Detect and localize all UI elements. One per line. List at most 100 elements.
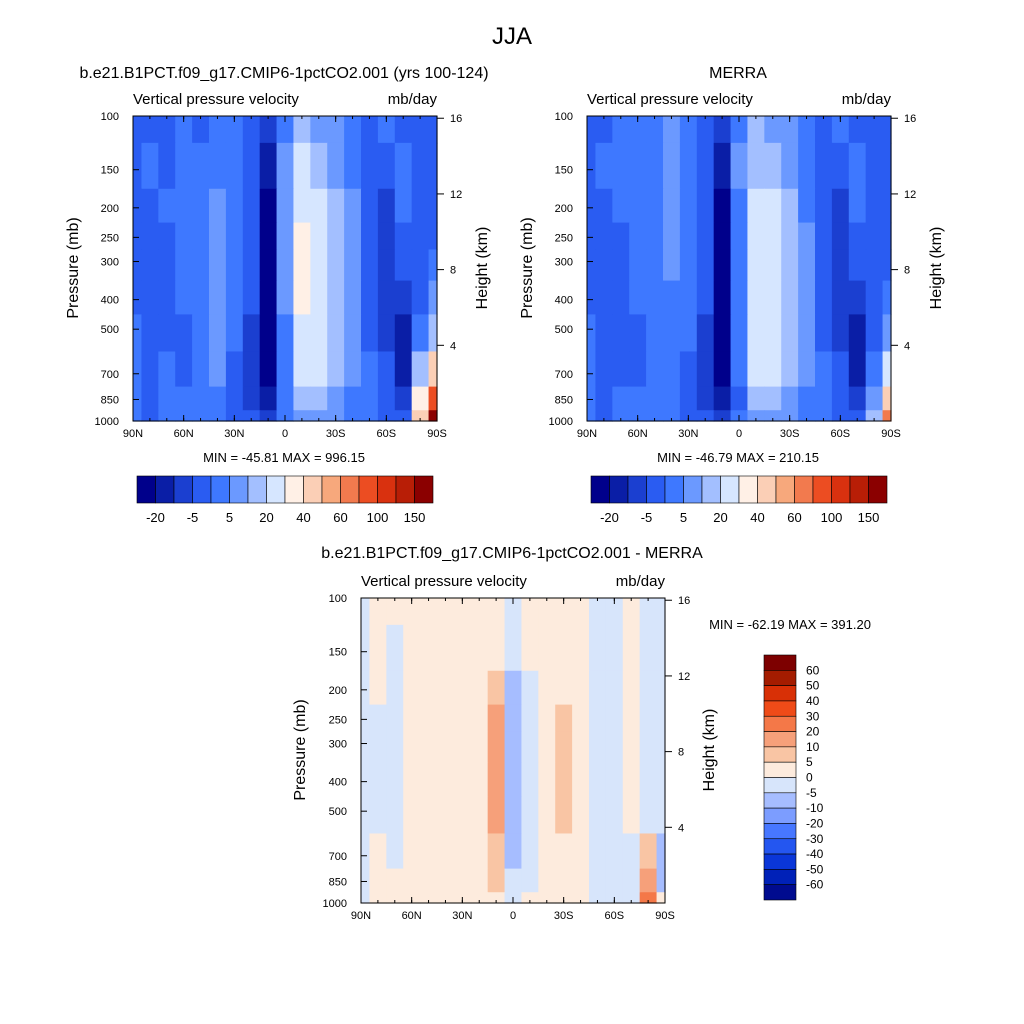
panel-obs-field-cell: [713, 142, 732, 190]
panel-model-field-cell: [276, 351, 295, 388]
panel-obs-field-cell: [679, 314, 698, 353]
panel-obs-field-cell: [764, 351, 782, 388]
panel-model-colorbar-swatch: [284, 475, 304, 504]
panel-diff-colorbar-label: 30: [806, 709, 820, 723]
panel-diff-field-cell: [521, 892, 539, 904]
panel-diff-field-cell: [420, 892, 438, 904]
panel-model-field-cell: [242, 386, 261, 411]
panel-model-field-cell: [141, 222, 159, 251]
panel-obs-field-cell: [815, 351, 833, 388]
panel-model-field-cell: [259, 116, 278, 144]
panel-diff-field-cell: [622, 670, 641, 706]
panel-model-field-cell: [394, 249, 413, 282]
panel-obs-colorbar-swatch: [812, 475, 832, 504]
panel-diff-field-cell: [589, 833, 607, 870]
panel-obs-field-cell: [848, 188, 867, 224]
panel-obs-field-cell: [798, 249, 816, 282]
panel-model-units-label: mb/day: [388, 91, 438, 108]
panel-obs-y2-tick-label: 4: [904, 340, 910, 352]
panel-model-field-cell: [225, 351, 244, 388]
panel-obs-field-cell: [663, 386, 681, 411]
panel-obs-field-cell: [865, 314, 884, 353]
panel-diff-field-cell: [504, 868, 523, 893]
panel-obs-field-cell: [798, 222, 816, 251]
panel-model-field-cell: [276, 188, 295, 224]
panel-model-field-cell: [192, 222, 210, 251]
panel-diff-field-cell: [453, 731, 472, 764]
panel-obs-field-cell: [587, 188, 597, 224]
panel-obs-field-cell: [679, 280, 698, 316]
panel-model-field-cell: [259, 142, 278, 190]
panel-obs-field-cell: [747, 222, 765, 251]
panel-model-field-cell: [242, 314, 261, 353]
panel-diff-field-cell: [386, 598, 404, 626]
panel-diff-colorbar-label: 10: [806, 740, 820, 754]
panel-model-field-cell: [225, 386, 244, 411]
panel-model-field-cell: [276, 386, 295, 411]
panel-diff-field-cell: [639, 868, 658, 893]
panel-model-field-cell: [293, 410, 311, 422]
panel-obs-field-cell: [629, 188, 647, 224]
panel-diff-colorbar-swatch: [763, 853, 797, 870]
panel-model-colorbar-swatch: [229, 475, 249, 504]
panel-diff-field-cell: [555, 868, 573, 893]
panel-obs-colorbar-label: -20: [600, 510, 619, 525]
panel-obs-stats: MIN = -46.79 MAX = 210.15: [657, 450, 819, 465]
panel-model-field-cell: [242, 280, 261, 316]
panel-model-colorbar-label: 100: [367, 510, 389, 525]
panel-model-field-cell: [310, 280, 328, 316]
panel-obs-colorbar-swatch: [738, 475, 758, 504]
panel-obs-field-cell: [679, 142, 698, 190]
panel-model-field-cell: [158, 351, 176, 388]
panel-diff-field-cell: [453, 598, 472, 626]
panel-model-y-tick-label: 850: [101, 394, 119, 406]
panel-obs-field-cell: [882, 280, 892, 316]
panel-obs-field-cell: [882, 222, 892, 251]
panel-diff-field-cell: [403, 833, 421, 870]
panel-diff-field-cell: [437, 796, 455, 835]
panel-model-field-cell: [133, 351, 143, 388]
panel-diff-field-cell: [589, 670, 607, 706]
panel-obs-field-cell: [587, 280, 597, 316]
panel-model-field-cell: [394, 188, 413, 224]
panel-model-y2-tick-label: 12: [450, 189, 462, 201]
panel-model-field-cell: [259, 314, 278, 353]
panel-obs-colorbar-swatch: [627, 475, 647, 504]
panel-obs-field-cell: [612, 222, 630, 251]
panel-model-field-cell: [242, 142, 261, 190]
panel-diff-field-cell: [538, 624, 556, 672]
panel-obs-field-cell: [587, 386, 597, 411]
panel-model-field-cell: [377, 314, 396, 353]
panel-obs-colorbar-swatch: [831, 475, 851, 504]
panel-diff-y-axis-title: Pressure (mb): [292, 699, 309, 800]
panel-model-field-cell: [411, 188, 430, 224]
panel-obs-field-cell: [865, 116, 884, 144]
panel-model-field-cell: [209, 142, 227, 190]
panel-diff-y-tick-label: 250: [329, 714, 347, 726]
panel-diff-field-cell: [361, 796, 371, 835]
panel-diff-field-cell: [369, 624, 387, 672]
panel-diff-field-cell: [386, 796, 404, 835]
panel-diff-field-cell: [605, 762, 624, 798]
panel-obs-colorbar-swatch: [664, 475, 684, 504]
panel-obs-colorbar-swatch: [646, 475, 666, 504]
panel-obs-field-cell: [713, 280, 732, 316]
panel-obs-field-cell: [882, 314, 892, 353]
panel-diff-field-cell: [538, 833, 556, 870]
panel-model-field-cell: [344, 280, 362, 316]
panel-diff-field-cell: [420, 598, 438, 626]
panel-diff-field-cell: [453, 833, 472, 870]
panel-model-field-cell: [377, 222, 396, 251]
panel-obs-field-cell: [865, 386, 884, 411]
panel-model-field-cell: [242, 188, 261, 224]
panel-obs-field-cell: [764, 410, 782, 422]
panel-model-colorbar-swatch: [266, 475, 286, 504]
panel-diff-field-cell: [361, 892, 371, 904]
panel-diff-field-cell: [656, 762, 666, 798]
panel-model-y-tick-label: 700: [101, 369, 119, 381]
panel-obs-field-cell: [730, 314, 749, 353]
panel-model-field-cell: [361, 351, 379, 388]
panel-diff-field-cell: [437, 624, 455, 672]
panel-model-field-cell: [344, 410, 362, 422]
panel-model-field-cell: [344, 188, 362, 224]
